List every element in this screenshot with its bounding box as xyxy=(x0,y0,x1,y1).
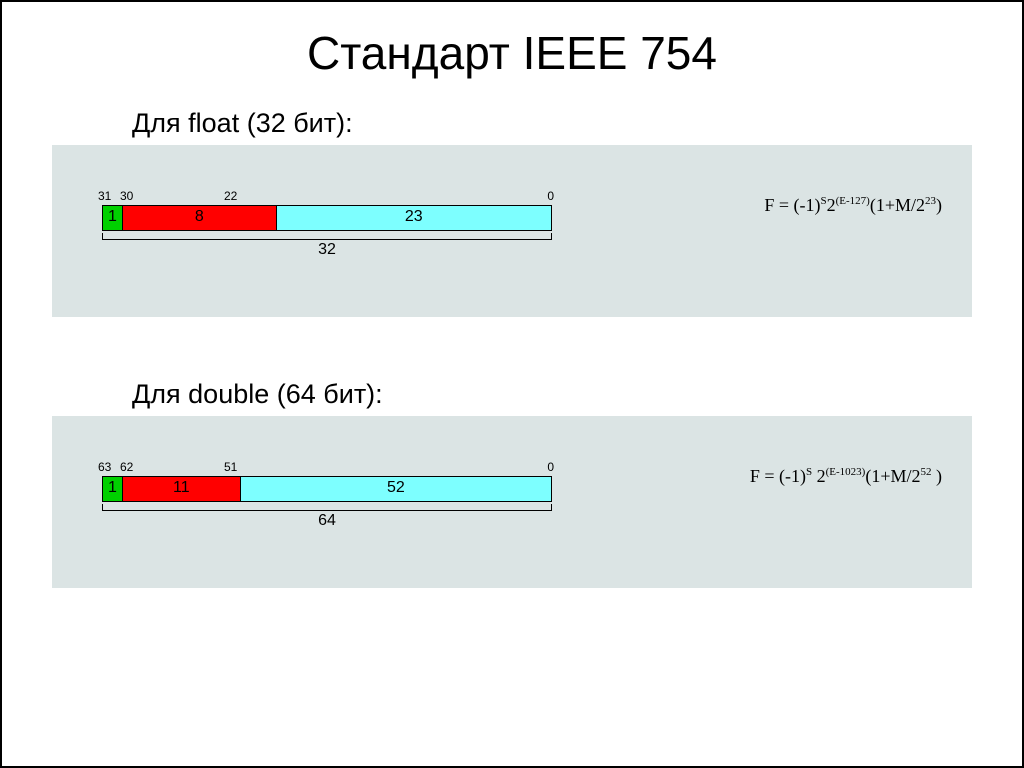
double-panel: 63 62 51 0 1 11 52 64 F = (-1)S 2(E-1023… xyxy=(52,416,972,588)
float-total-bracket: 32 xyxy=(102,233,552,263)
double-total-bits: 64 xyxy=(102,512,552,530)
double-total-bracket: 64 xyxy=(102,504,552,534)
slide: Стандарт IEEE 754 Для float (32 бит): 31… xyxy=(0,0,1024,768)
float-formula-tailpost: ) xyxy=(936,195,942,215)
double-formula-tailpre: (1+M/2 xyxy=(865,466,920,486)
double-bitlabel-51: 51 xyxy=(224,460,237,474)
float-mantissa-segment: 23 xyxy=(277,206,552,230)
double-bitlabel-63: 63 xyxy=(98,460,111,474)
float-formula-tailexp: 23 xyxy=(925,195,936,207)
double-label: Для double (64 бит): xyxy=(132,379,1022,410)
float-formula-prefix: F = (-1) xyxy=(764,195,820,215)
float-total-bits: 32 xyxy=(102,241,552,259)
double-diagram: 63 62 51 0 1 11 52 64 xyxy=(102,460,552,534)
float-bitbar: 1 8 23 xyxy=(102,205,552,231)
double-bit-labels: 63 62 51 0 xyxy=(102,460,552,476)
double-formula: F = (-1)S 2(E-1023)(1+M/252 ) xyxy=(750,466,942,487)
double-formula-tailpost: ) xyxy=(932,466,943,486)
float-panel: 31 30 22 0 1 8 23 32 F = (-1)S2(E-127)(1… xyxy=(52,145,972,317)
page-title: Стандарт IEEE 754 xyxy=(2,26,1022,80)
float-label: Для float (32 бит): xyxy=(132,108,1022,139)
double-formula-prefix: F = (-1) xyxy=(750,466,806,486)
double-formula-two: 2 xyxy=(812,466,826,486)
double-bitlabel-62: 62 xyxy=(120,460,133,474)
float-formula-tailpre: (1+M/2 xyxy=(870,195,925,215)
double-sign-segment: 1 xyxy=(103,477,123,501)
float-bitlabel-0: 0 xyxy=(547,189,554,203)
float-formula-e: (E-127) xyxy=(836,195,870,207)
double-formula-e: (E-1023) xyxy=(826,466,866,478)
double-exponent-segment: 11 xyxy=(123,477,241,501)
double-bitbar: 1 11 52 xyxy=(102,476,552,502)
float-bitlabel-22: 22 xyxy=(224,189,237,203)
float-bitlabel-30: 30 xyxy=(120,189,133,203)
float-exponent-segment: 8 xyxy=(123,206,277,230)
float-diagram: 31 30 22 0 1 8 23 32 xyxy=(102,189,552,263)
float-bitlabel-31: 31 xyxy=(98,189,111,203)
float-bit-labels: 31 30 22 0 xyxy=(102,189,552,205)
double-bitlabel-0: 0 xyxy=(547,460,554,474)
double-formula-tailexp: 52 xyxy=(921,466,932,478)
double-mantissa-segment: 52 xyxy=(241,477,552,501)
float-formula-two: 2 xyxy=(827,195,836,215)
float-formula: F = (-1)S2(E-127)(1+M/223) xyxy=(764,195,942,216)
float-sign-segment: 1 xyxy=(103,206,123,230)
